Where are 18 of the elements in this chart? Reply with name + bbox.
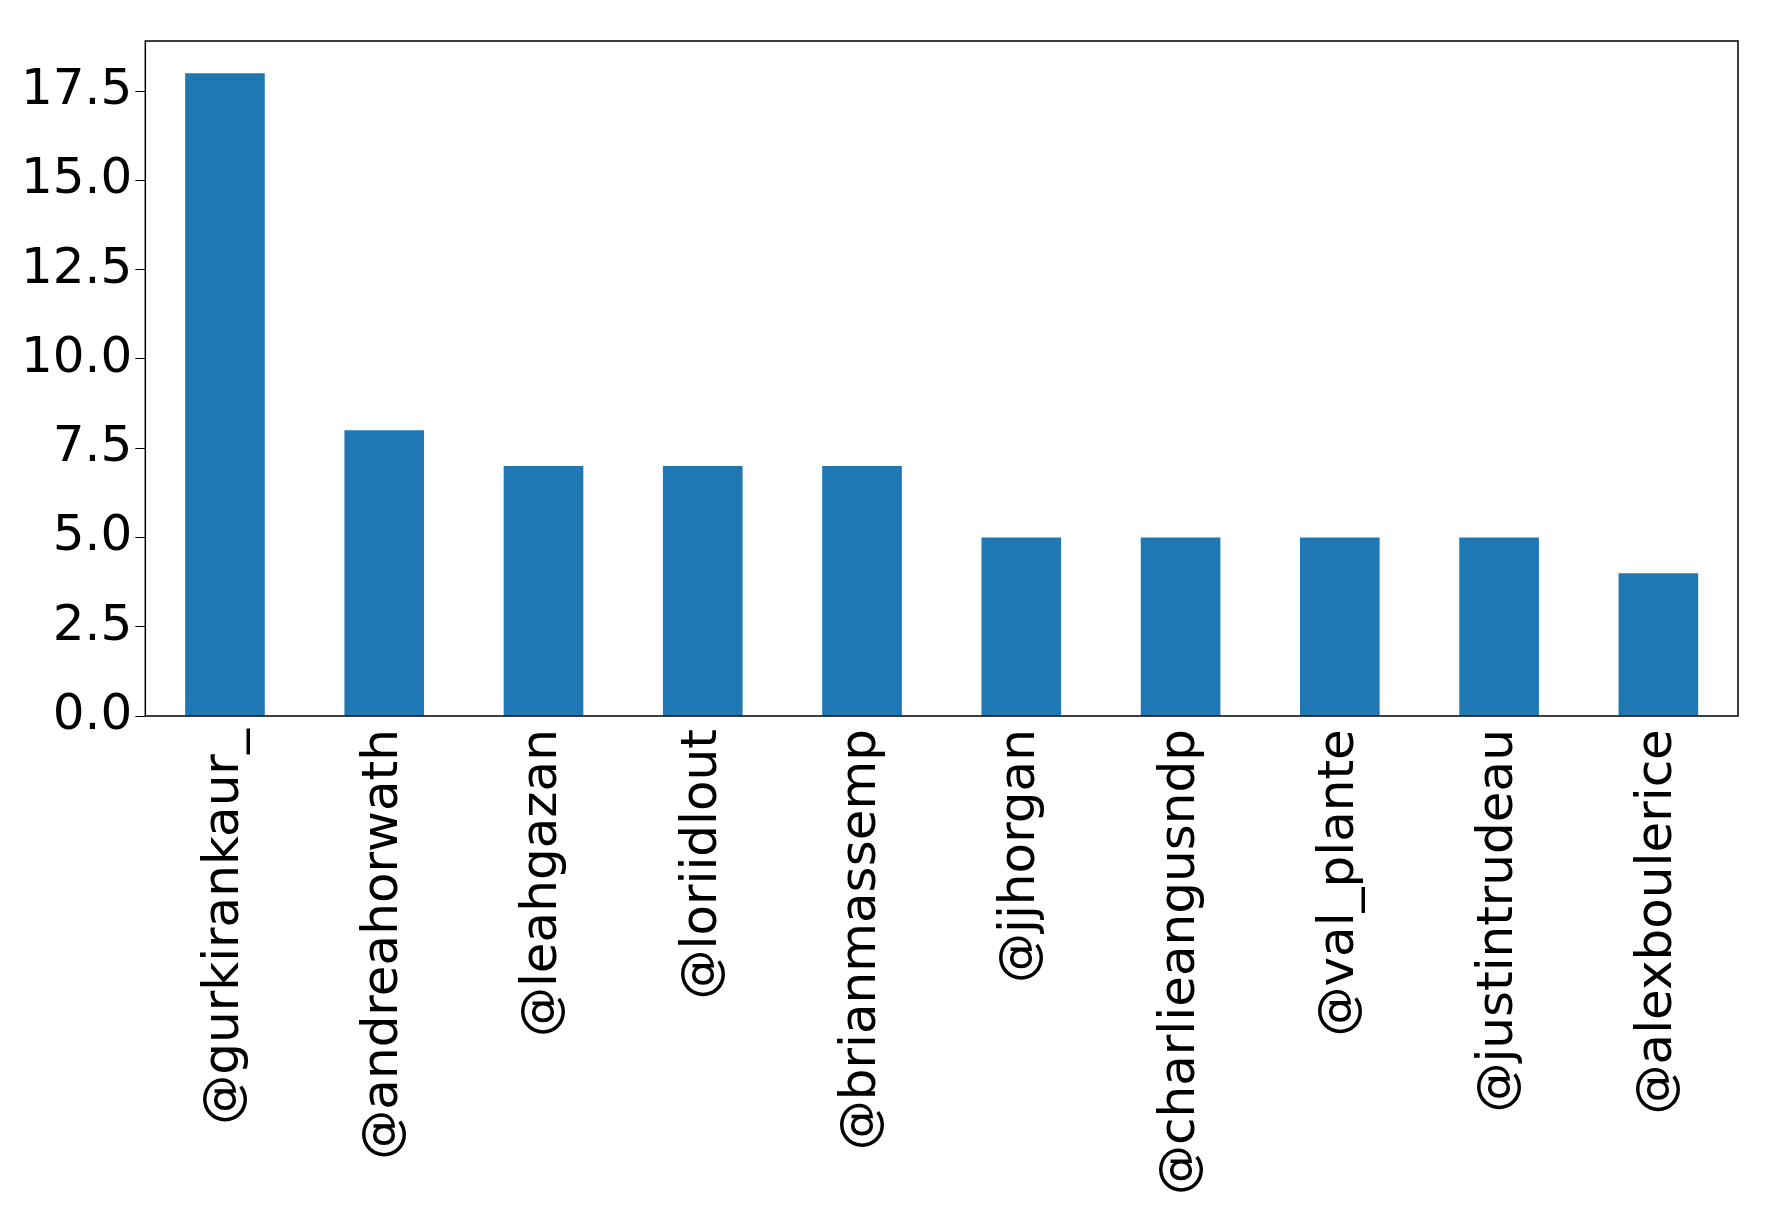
y-tick-label: 10.0 — [21, 325, 133, 384]
y-tick-label: 0.0 — [52, 683, 133, 742]
x-tick-label: @gurkirankaur_ — [191, 728, 250, 1125]
y-tick-label: 5.0 — [52, 504, 133, 563]
x-tick-label: @charlieangusndp — [1147, 729, 1206, 1196]
y-tick-label: 12.5 — [21, 236, 133, 295]
y-tick-label: 7.5 — [52, 415, 133, 474]
y-tick-label: 15.0 — [21, 147, 133, 206]
x-tick-label: @justintrudeau — [1466, 729, 1525, 1113]
y-tick-label: 2.5 — [52, 593, 133, 652]
y-tick-label: 17.5 — [21, 57, 133, 116]
x-tick-label: @loriidlout — [669, 729, 728, 1000]
x-tick-label: @jjhorgan — [988, 729, 1047, 983]
x-tick-label: @leahgazan — [510, 729, 569, 1038]
x-tick-label: @alexboulerice — [1625, 729, 1684, 1115]
x-tick-label: @val_plante — [1306, 729, 1365, 1037]
x-tick-label: @andreahorwath — [351, 729, 410, 1160]
x-tick-label: @brianmassemp — [829, 729, 888, 1151]
